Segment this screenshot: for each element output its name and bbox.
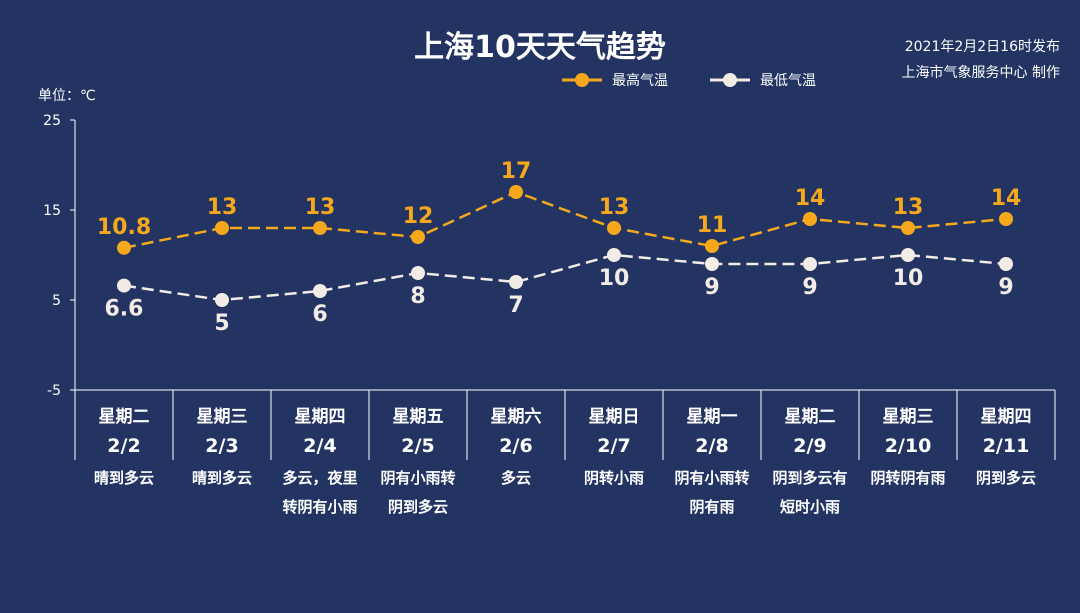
data-label: 13 (207, 195, 238, 220)
data-point (803, 212, 817, 226)
date-label: 2/10 (885, 435, 932, 457)
weather-text: 阴转阴有雨 (870, 469, 945, 487)
data-label: 6 (312, 302, 327, 327)
legend-high-marker (562, 73, 602, 87)
weekday-label: 星期三 (883, 407, 934, 427)
date-label: 2/11 (983, 435, 1030, 457)
data-label: 6.6 (105, 297, 144, 322)
weather-text: 阴有雨 (689, 498, 734, 516)
data-label: 13 (305, 195, 336, 220)
data-label: 17 (501, 159, 532, 184)
legend-high: 最高气温 (562, 70, 668, 90)
date-label: 2/4 (303, 435, 336, 457)
weekday-label: 星期五 (393, 407, 444, 427)
data-point (607, 248, 621, 262)
data-label: 13 (599, 195, 630, 220)
issue-time: 2021年2月2日16时发布 (904, 39, 1060, 55)
weather-text: 阴有小雨转 (674, 469, 749, 487)
data-label: 10.8 (97, 215, 151, 240)
legend-low-marker (710, 73, 750, 87)
data-point (117, 240, 131, 255)
weather-text: 阴到多云 (388, 498, 448, 516)
weekday-label: 星期四 (981, 407, 1032, 427)
date-label: 2/9 (793, 435, 826, 457)
weekday-label: 星期一 (687, 407, 738, 427)
weather-text: 阴转小雨 (584, 469, 644, 487)
data-label: 13 (893, 195, 924, 220)
data-point (313, 284, 327, 298)
weekday-label: 星期六 (491, 406, 542, 427)
series-line-low (123, 253, 1007, 302)
weather-text: 阴到多云 (976, 469, 1036, 487)
weekday-label: 星期四 (295, 407, 346, 427)
chart-title: 上海10天天气趋势 (414, 30, 666, 65)
legend-low: 最低气温 (710, 70, 816, 90)
y-tick-label: 15 (43, 203, 61, 219)
data-point (999, 212, 1013, 226)
weather-text: 阴有小雨转 (380, 469, 455, 487)
weekday-label: 星期日 (589, 407, 640, 427)
y-tick-label: -5 (47, 383, 61, 399)
date-label: 2/2 (107, 435, 140, 457)
data-point (803, 257, 817, 271)
data-point (901, 221, 915, 235)
weekday-label: 星期二 (785, 407, 836, 427)
data-point (411, 230, 425, 244)
legend-high-label: 最高气温 (612, 73, 668, 89)
data-label: 9 (802, 275, 817, 300)
weather-text: 多云，夜里 (282, 469, 357, 487)
data-point (313, 221, 327, 235)
legend-low-label: 最低气温 (760, 73, 816, 89)
data-label: 11 (697, 213, 728, 238)
y-tick-label: 5 (52, 293, 61, 309)
data-point (999, 257, 1013, 271)
data-point (411, 266, 425, 280)
data-point (509, 185, 523, 199)
date-label: 2/5 (401, 435, 434, 457)
data-label: 8 (410, 284, 425, 309)
data-label: 10 (893, 266, 924, 291)
producer: 上海市气象服务中心 制作 (901, 65, 1060, 81)
data-label: 5 (214, 311, 229, 336)
data-point (607, 221, 621, 235)
weekday-label: 星期二 (99, 407, 150, 427)
data-label: 14 (991, 186, 1022, 211)
data-label: 12 (403, 204, 434, 229)
data-point (215, 293, 229, 307)
data-label: 14 (795, 186, 826, 211)
weather-text: 阴到多云有 (772, 469, 847, 487)
weather-text: 晴到多云 (192, 469, 252, 487)
weather-text: 转阴有小雨 (282, 498, 357, 516)
date-label: 2/6 (499, 435, 532, 457)
date-label: 2/8 (695, 435, 728, 457)
data-label: 10 (599, 266, 630, 291)
series-line-high (123, 190, 1007, 250)
weather-text: 多云 (501, 469, 531, 487)
weather-text: 晴到多云 (94, 469, 154, 487)
data-point (705, 239, 719, 253)
date-label: 2/3 (205, 435, 238, 457)
data-point (705, 257, 719, 271)
weekday-label: 星期三 (197, 407, 248, 427)
data-point (215, 221, 229, 235)
data-label: 9 (998, 275, 1013, 300)
unit-label: 单位：℃ (38, 88, 96, 104)
data-point (901, 248, 915, 262)
data-label: 9 (704, 275, 719, 300)
data-point (509, 275, 523, 289)
data-label: 7 (508, 293, 523, 318)
weather-text: 短时小雨 (780, 498, 840, 516)
y-tick-label: 25 (43, 113, 61, 129)
data-point (117, 278, 131, 293)
date-label: 2/7 (597, 435, 630, 457)
